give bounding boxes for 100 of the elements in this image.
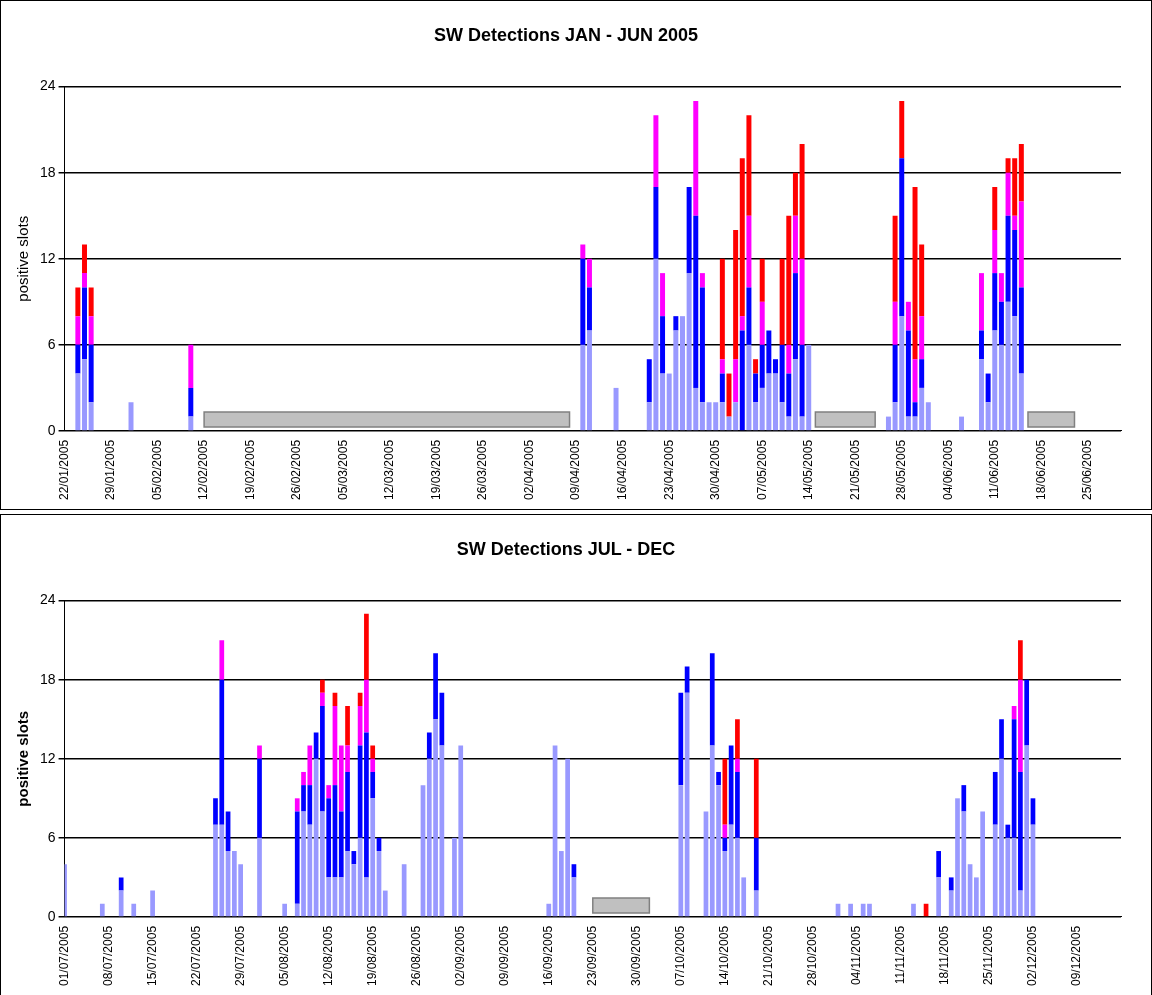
y-tick-label: 6 (47, 828, 56, 845)
bar (653, 115, 659, 188)
y-tick-label: 18 (39, 670, 56, 687)
x-tick-label: 05/08/2005 (276, 925, 291, 986)
bar (660, 373, 666, 431)
bar (660, 273, 666, 317)
bar (905, 330, 911, 417)
bar (992, 187, 998, 231)
x-tick-label: 15/07/2005 (144, 925, 159, 986)
bar (693, 100, 699, 216)
bar (82, 273, 87, 288)
x-tick-label: 02/12/2005 (1025, 925, 1040, 986)
bar (82, 359, 87, 431)
bar (919, 316, 925, 360)
x-tick-label: 28/05/2005 (894, 439, 909, 500)
bar (82, 287, 87, 360)
x-tick-label: 04/06/2005 (940, 439, 955, 500)
x-tick-label: 19/02/2005 (242, 439, 257, 500)
y-tick-label: 0 (47, 421, 56, 438)
bar (88, 316, 94, 345)
bar (75, 373, 81, 431)
bar (792, 273, 798, 360)
bar (679, 316, 685, 431)
bar (998, 273, 1004, 302)
x-tick-label: 22/01/2005 (56, 439, 71, 500)
bar (320, 679, 325, 693)
x-tick-label: 28/10/2005 (805, 925, 820, 986)
bar (320, 692, 325, 707)
bar (613, 387, 619, 431)
chart-title: SW Detections JUL - DEC (456, 538, 676, 559)
x-tick-label: 05/02/2005 (149, 439, 164, 500)
bar (733, 402, 739, 431)
bar (992, 771, 998, 825)
bar (99, 903, 105, 917)
bar (733, 230, 739, 360)
bar (188, 344, 194, 388)
x-tick-label: 12/08/2005 (320, 925, 335, 986)
bar (892, 301, 898, 345)
bar (912, 359, 918, 403)
bar (792, 215, 798, 274)
bar (660, 316, 666, 374)
bar (722, 824, 728, 838)
bar (753, 758, 759, 838)
bar (75, 287, 81, 317)
bar (978, 359, 984, 431)
x-tick-label: 01/07/2005 (56, 925, 71, 986)
bar (978, 273, 984, 331)
x-tick-label: 25/11/2005 (981, 925, 996, 986)
bar (1018, 640, 1023, 680)
bar (911, 903, 916, 917)
bar (580, 244, 586, 259)
bar (799, 344, 805, 417)
bar (961, 785, 967, 812)
x-tick-label: 21/10/2005 (761, 925, 776, 986)
bar (382, 890, 388, 917)
bar (1018, 143, 1024, 202)
bar (188, 416, 194, 431)
bar (753, 359, 759, 374)
bar (150, 890, 155, 917)
bar (848, 903, 853, 917)
x-tick-label: 19/03/2005 (428, 439, 443, 500)
y-tick-label: 0 (47, 907, 56, 924)
x-tick-label: 23/04/2005 (661, 439, 676, 500)
bar (257, 837, 262, 917)
y-tick-label: 12 (39, 249, 56, 266)
y-tick-label: 6 (47, 335, 56, 352)
bar (1005, 824, 1011, 838)
bar (978, 330, 984, 360)
bar (722, 758, 728, 825)
bar (294, 811, 300, 904)
bar (739, 316, 745, 331)
bar (709, 653, 715, 746)
bar (912, 402, 918, 417)
bar (351, 851, 357, 865)
bar (426, 732, 432, 759)
bar (546, 903, 552, 917)
bar (735, 771, 740, 838)
bar (1018, 201, 1024, 288)
x-tick-label: 16/09/2005 (541, 925, 556, 986)
x-tick-label: 07/05/2005 (754, 439, 769, 500)
bar (653, 187, 659, 259)
y-tick-label: 24 (39, 591, 56, 608)
bar (719, 359, 725, 374)
x-tick-label: 19/08/2005 (365, 925, 380, 986)
bar (936, 877, 941, 917)
bar (118, 877, 124, 891)
bar (719, 402, 725, 431)
bar (678, 785, 684, 917)
bar (753, 890, 759, 917)
y-tick-label: 24 (39, 77, 56, 94)
bar (370, 745, 376, 759)
bar (753, 402, 759, 431)
bar (925, 402, 931, 431)
bar (998, 344, 1004, 431)
x-tick-label: 16/04/2005 (615, 439, 629, 500)
bar (992, 273, 998, 331)
bar (1005, 172, 1011, 216)
bar (716, 771, 721, 786)
x-tick-label: 02/09/2005 (453, 925, 468, 986)
bar (733, 359, 739, 403)
